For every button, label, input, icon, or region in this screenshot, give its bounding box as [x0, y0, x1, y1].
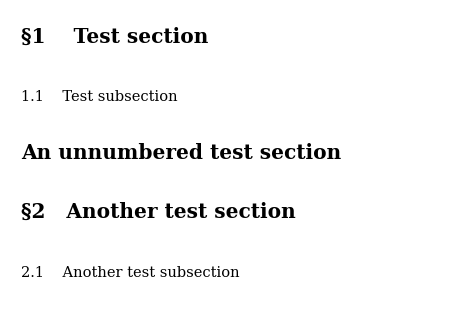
Text: §1    Test section: §1 Test section [21, 27, 208, 47]
Text: An unnumbered test section: An unnumbered test section [21, 143, 341, 163]
Text: 2.1    Another test subsection: 2.1 Another test subsection [21, 265, 239, 280]
Text: 1.1    Test subsection: 1.1 Test subsection [21, 90, 177, 104]
Text: §2   Another test section: §2 Another test section [21, 202, 296, 222]
